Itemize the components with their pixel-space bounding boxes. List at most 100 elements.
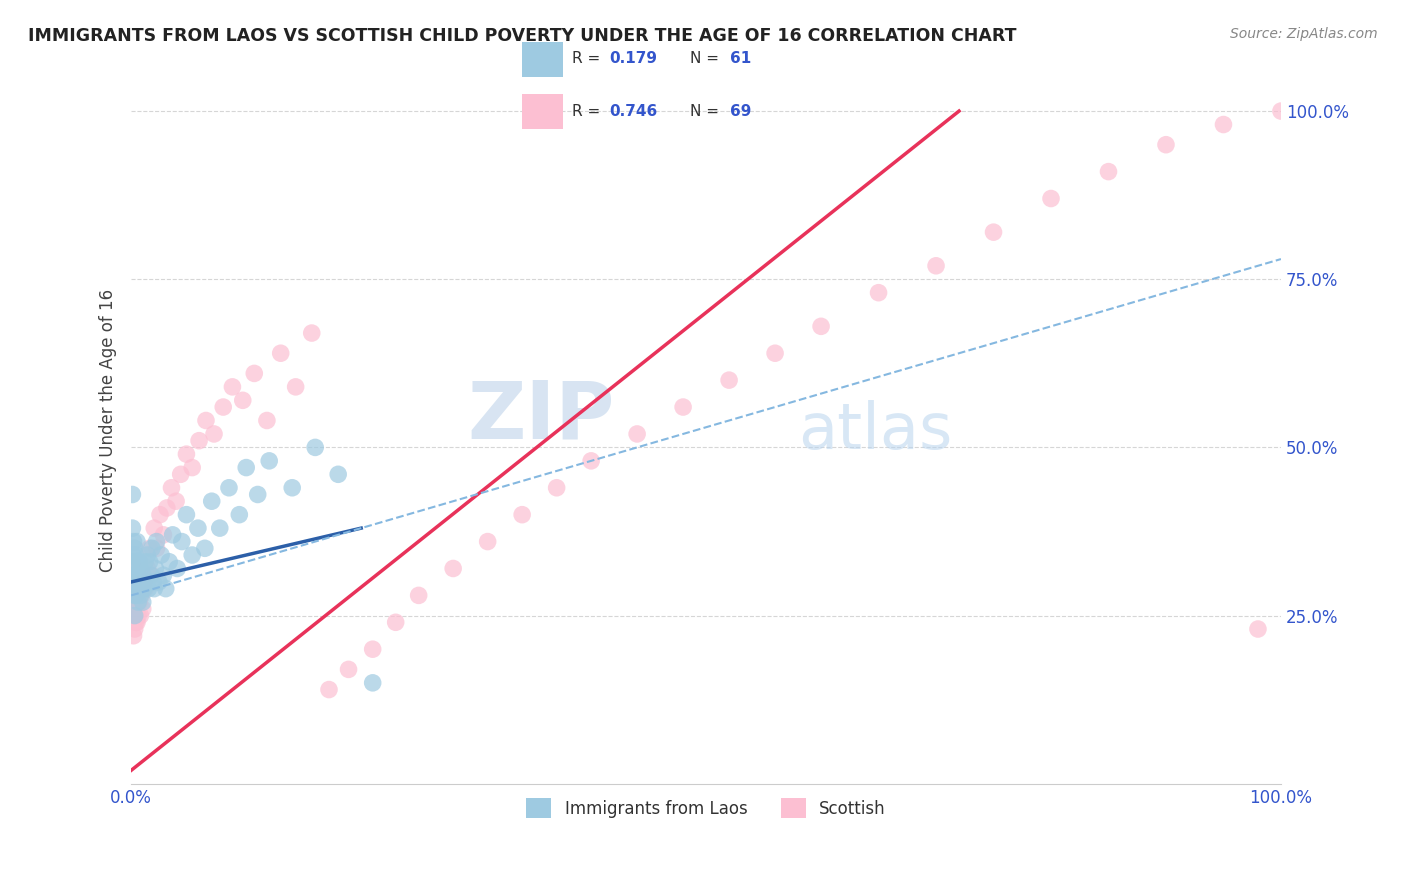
Point <box>125 615 148 630</box>
Point <box>127 595 149 609</box>
Point <box>201 494 224 508</box>
Point <box>124 541 146 556</box>
Point <box>125 615 148 630</box>
Point <box>135 574 157 589</box>
Point <box>128 595 150 609</box>
Point <box>1040 192 1063 206</box>
FancyBboxPatch shape <box>523 42 562 77</box>
Point <box>124 608 146 623</box>
Point <box>281 481 304 495</box>
Point <box>122 534 145 549</box>
Point <box>149 508 172 522</box>
Point <box>125 588 148 602</box>
Point <box>141 541 163 556</box>
Point <box>176 447 198 461</box>
Point <box>195 413 218 427</box>
Point <box>122 608 145 623</box>
Text: atlas: atlas <box>799 400 952 461</box>
Point <box>141 568 163 582</box>
Point <box>579 454 602 468</box>
Point <box>243 367 266 381</box>
Point <box>1247 622 1270 636</box>
Point <box>138 541 160 556</box>
Point <box>166 561 188 575</box>
Point <box>212 400 235 414</box>
Point <box>301 326 323 340</box>
Point <box>125 534 148 549</box>
Text: Source: ZipAtlas.com: Source: ZipAtlas.com <box>1230 27 1378 41</box>
Point <box>132 582 155 596</box>
Point <box>361 676 384 690</box>
Point <box>124 568 146 582</box>
Point <box>1212 118 1234 132</box>
Point <box>131 588 153 602</box>
Point <box>136 548 159 562</box>
Point <box>152 528 174 542</box>
Point <box>284 380 307 394</box>
Point <box>763 346 786 360</box>
Point <box>194 541 217 556</box>
Point <box>318 682 340 697</box>
Point <box>121 521 143 535</box>
Point <box>131 574 153 589</box>
Text: IMMIGRANTS FROM LAOS VS SCOTTISH CHILD POVERTY UNDER THE AGE OF 16 CORRELATION C: IMMIGRANTS FROM LAOS VS SCOTTISH CHILD P… <box>28 27 1017 45</box>
Point <box>127 568 149 582</box>
Point <box>125 548 148 562</box>
Point <box>718 373 741 387</box>
Point <box>127 582 149 596</box>
Point <box>256 413 278 427</box>
Point <box>132 574 155 589</box>
Point <box>162 528 184 542</box>
Point <box>145 541 167 556</box>
Point <box>125 555 148 569</box>
Point <box>121 602 143 616</box>
Point <box>232 393 254 408</box>
Point <box>138 555 160 569</box>
Point <box>181 548 204 562</box>
Point <box>188 434 211 448</box>
Point <box>221 380 243 394</box>
Point <box>361 642 384 657</box>
Point <box>122 629 145 643</box>
Point <box>121 487 143 501</box>
Point <box>165 494 187 508</box>
Point <box>868 285 890 300</box>
Point <box>270 346 292 360</box>
FancyBboxPatch shape <box>523 94 562 128</box>
Point <box>187 521 209 535</box>
Point <box>134 555 156 569</box>
Point <box>145 561 167 575</box>
Point <box>155 582 177 596</box>
Point <box>810 319 832 334</box>
Point <box>128 582 150 596</box>
Point <box>129 588 152 602</box>
Point <box>626 426 648 441</box>
Point <box>145 534 167 549</box>
Text: 69: 69 <box>730 103 751 119</box>
Text: R =: R = <box>572 103 605 119</box>
Point <box>152 568 174 582</box>
Point <box>129 608 152 623</box>
Point <box>124 602 146 616</box>
Point <box>546 481 568 495</box>
Point <box>157 555 180 569</box>
Point <box>142 574 165 589</box>
Text: 0.179: 0.179 <box>609 51 657 66</box>
Point <box>208 521 231 535</box>
Point <box>510 508 533 522</box>
Point <box>121 574 143 589</box>
Point <box>143 521 166 535</box>
Point <box>124 622 146 636</box>
Point <box>1154 137 1177 152</box>
Point <box>181 460 204 475</box>
Point <box>128 555 150 569</box>
Point <box>672 400 695 414</box>
Point <box>121 548 143 562</box>
Point <box>139 568 162 582</box>
Point <box>156 500 179 515</box>
Text: N =: N = <box>689 103 723 119</box>
Legend: Immigrants from Laos, Scottish: Immigrants from Laos, Scottish <box>520 791 893 825</box>
Point <box>125 574 148 589</box>
Point <box>124 582 146 596</box>
Point <box>983 225 1005 239</box>
